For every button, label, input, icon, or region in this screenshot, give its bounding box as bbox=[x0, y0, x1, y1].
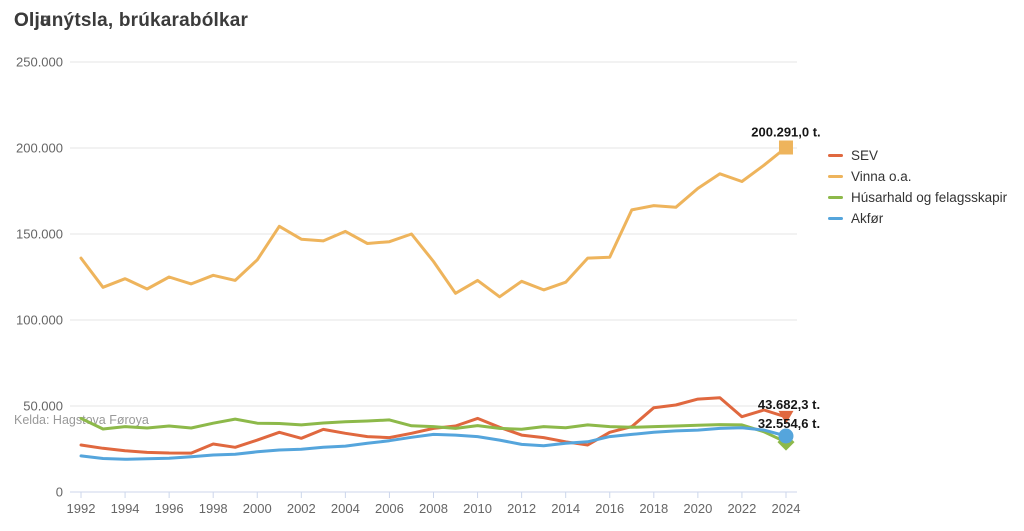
legend-swatch-icon bbox=[828, 216, 843, 220]
x-axis-tick-label: 2012 bbox=[507, 501, 536, 516]
x-axis-tick-label: 2004 bbox=[331, 501, 360, 516]
x-axis-tick-label: 2018 bbox=[639, 501, 668, 516]
series-line-sev bbox=[79, 396, 788, 455]
x-axis-tick-label: 1992 bbox=[67, 501, 96, 516]
x-axis-tick-label: 2014 bbox=[551, 501, 580, 516]
series-end-marker-triangle-down-icon bbox=[778, 410, 794, 424]
x-axis-tick-label: 1998 bbox=[199, 501, 228, 516]
legend-swatch-icon bbox=[828, 195, 843, 199]
y-axis-tick-label: 100.000 bbox=[16, 313, 63, 328]
x-axis-tick-label: 2024 bbox=[772, 501, 801, 516]
x-axis-tick-label: 2010 bbox=[463, 501, 492, 516]
legend-item-akf-r[interactable]: Akfør bbox=[828, 210, 1007, 226]
chart-title: Oljunýtsla, brúkarabólkar bbox=[14, 10, 249, 31]
series-end-value-label: 43.682,3 t. bbox=[758, 397, 820, 412]
series-end-marker-circle-icon bbox=[778, 428, 794, 444]
legend-item-sev[interactable]: SEV bbox=[828, 147, 1007, 163]
x-axis-tick-label: 2006 bbox=[375, 501, 404, 516]
legend-item-h-sarhald-og-felagsskapir[interactable]: Húsarhald og felagsskapir bbox=[828, 189, 1007, 205]
y-axis-tick-label: 0 bbox=[56, 485, 63, 500]
x-axis-tick-label: 2016 bbox=[595, 501, 624, 516]
legend-item-label: Vinna o.a. bbox=[851, 168, 912, 184]
x-axis-tick-label: 2020 bbox=[683, 501, 712, 516]
x-axis: 1992 1994 1996 1998 2000 2002 2004 2006 2008 2010… bbox=[67, 491, 801, 516]
legend-swatch-icon bbox=[828, 174, 843, 178]
x-axis-tick-label: 2008 bbox=[419, 501, 448, 516]
gridlines bbox=[70, 61, 797, 407]
y-axis-tick-label: 150.000 bbox=[16, 227, 63, 242]
legend-item-label: SEV bbox=[851, 147, 879, 163]
legend: SEV Vinna o.a. Húsarhald og felagsskapir Ak… bbox=[828, 147, 1007, 226]
x-axis-tick-label: 2022 bbox=[727, 501, 756, 516]
y-axis-labels: 0 50.000 100.000 150.000 200.000 250.000 bbox=[16, 55, 63, 500]
x-axis-tick-label: 2002 bbox=[287, 501, 316, 516]
series-line-h-sarhald-og-felagsskapir bbox=[79, 416, 788, 444]
series-end-marker-square-icon bbox=[778, 140, 793, 155]
y-axis-tick-label: 250.000 bbox=[16, 55, 63, 70]
x-axis-tick-label: 1996 bbox=[155, 501, 184, 516]
legend-item-label: Húsarhald og felagsskapir bbox=[851, 189, 1008, 205]
legend-item-label: Akfør bbox=[851, 210, 884, 226]
legend-item-vinna-o-a[interactable]: Vinna o.a. bbox=[828, 168, 1007, 184]
legend-swatch-icon bbox=[828, 153, 843, 157]
chart-title-ghost: Olja bbox=[14, 10, 51, 31]
series-end-value-label: 32.554,6 t. bbox=[758, 416, 820, 431]
series-line-vinna-o-a bbox=[79, 146, 788, 299]
y-axis-tick-label: 50.000 bbox=[23, 399, 63, 414]
series-end-value-label: 200.291,0 t. bbox=[751, 124, 820, 139]
y-axis-tick-label: 200.000 bbox=[16, 141, 63, 156]
series-line-akf-r bbox=[79, 426, 788, 461]
x-axis-tick-label: 1994 bbox=[111, 501, 140, 516]
x-axis-tick-label: 2000 bbox=[243, 501, 272, 516]
